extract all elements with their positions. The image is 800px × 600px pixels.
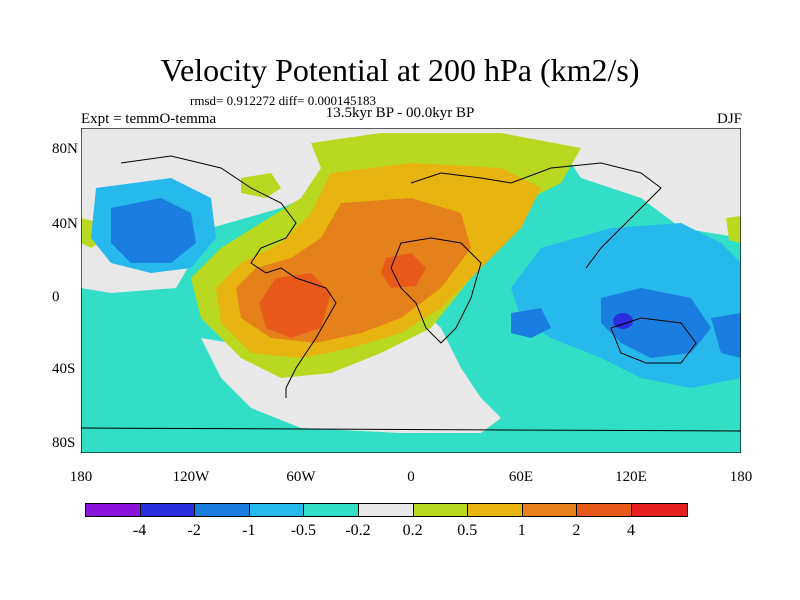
lon-label-180e: 180 [729, 469, 753, 485]
positive-3-regions [259, 253, 426, 338]
colorbar-label: 2 [572, 522, 581, 539]
colorbar-swatch [522, 504, 578, 516]
colorbar-swatch [631, 504, 687, 516]
lon-label-120e: 120E [615, 469, 647, 485]
lon-label-120w: 120W [172, 469, 210, 485]
colorbar-label: 4 [627, 522, 635, 539]
colorbar [85, 503, 688, 517]
colorbar-label: 0.5 [457, 522, 478, 539]
negative-2-regions [613, 313, 633, 329]
velocity-potential-map [81, 128, 741, 453]
season-label: DJF [716, 111, 742, 127]
lon-label-0: 0 [407, 469, 415, 485]
lon-label-60w: 60W [286, 469, 316, 485]
colorbar-swatch [86, 504, 141, 516]
colorbar-swatch [304, 504, 359, 516]
colorbar-swatch [140, 504, 196, 516]
coastlines [81, 155, 741, 432]
colorbar-label: -0.5 [290, 522, 317, 539]
subtitle: 13.5kyr BP - 00.0kyr BP [325, 105, 475, 121]
plot-title: Velocity Potential at 200 hPa (km2/s) [160, 52, 640, 88]
colorbar-swatch [358, 504, 414, 516]
lat-label-80s: 80S [52, 435, 76, 451]
colorbar-swatch [577, 504, 632, 516]
stats-label: rmsd= 0.912272 diff= 0.000145183 [190, 93, 376, 108]
lat-label-0: 0 [52, 289, 60, 305]
colorbar-swatch [195, 504, 250, 516]
lon-label-60e: 60E [508, 469, 534, 485]
colorbar-swatch [413, 504, 469, 516]
colorbar-label: -4 [132, 522, 147, 539]
colorbar-label: 0.2 [402, 522, 423, 539]
colorbar-label: 1 [517, 522, 526, 539]
lat-label-40n: 40N [52, 216, 78, 232]
colorbar-label: -1 [242, 522, 256, 539]
lon-label-180w: 180 [69, 469, 93, 485]
lat-label-40s: 40S [52, 361, 76, 377]
lat-label-80n: 80N [52, 141, 78, 157]
colorbar-swatch [468, 504, 523, 516]
neutral-regions [81, 128, 741, 433]
colorbar-label: -2 [187, 522, 201, 539]
colorbar-swatch [249, 504, 305, 516]
colorbar-label: -0.2 [345, 522, 371, 539]
experiment-label: Expt = temmO-temma [81, 111, 217, 127]
negative-1-regions [111, 198, 741, 358]
